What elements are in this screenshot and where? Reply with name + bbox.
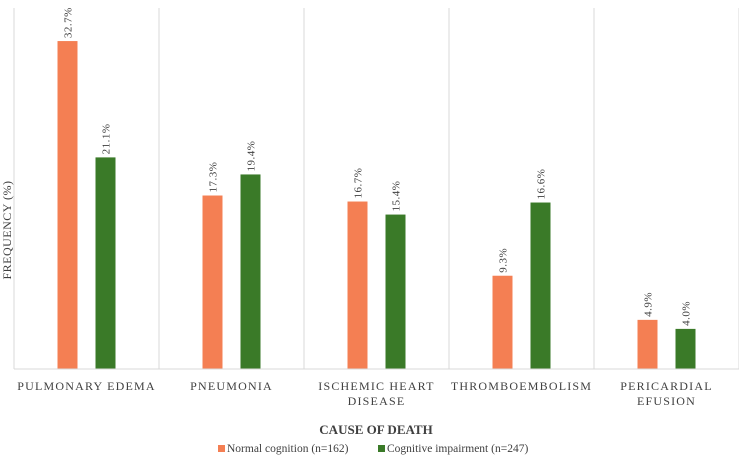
data-label-s0-c0: 32.7% (63, 7, 75, 38)
bars-group (57, 41, 696, 370)
y-axis-title: FREQUENCY (%) (0, 180, 14, 279)
x-tick-label-c2-l0: ISCHEMIC HEART (318, 379, 434, 393)
data-label-s0-c4: 4.9% (643, 292, 655, 317)
data-labels-group: 32.7% 21.1% 17.3% 19.4% 16.7% 15.4% 9.3% 16.6% 4… (63, 7, 693, 326)
category-gridlines (13, 8, 739, 369)
x-tick-labels: PULMONARY EDEMA PNEUMONIA ISCHEMIC HEARTDI… (17, 379, 713, 408)
x-axis-title: CAUSE OF DEATH (319, 422, 432, 437)
data-label-s1-c3: 16.6% (536, 169, 548, 200)
bar-s0-c3 (492, 275, 513, 369)
bar-s0-c0 (57, 41, 78, 370)
data-label-s0-c2: 16.7% (353, 168, 365, 199)
bar-s1-c3 (530, 202, 551, 369)
bar-s1-c1 (240, 174, 261, 369)
legend-label-0: Normal cognition (n=162) (227, 443, 349, 455)
bar-s0-c4 (637, 319, 658, 369)
data-label-s0-c3: 9.3% (498, 248, 510, 273)
data-label-s1-c4: 4.0% (681, 301, 693, 326)
bar-s1-c2 (385, 214, 406, 369)
legend: Normal cognition (n=162) Cognitive impair… (218, 443, 528, 455)
data-label-s1-c1: 19.4% (246, 141, 258, 172)
bar-s0-c1 (202, 195, 223, 369)
bar-s0-c2 (347, 201, 368, 369)
x-tick-label-c1-l0: PNEUMONIA (190, 379, 273, 393)
legend-swatch-1 (378, 445, 385, 452)
data-label-s0-c1: 17.3% (208, 162, 220, 193)
bar-s1-c0 (95, 157, 116, 369)
x-tick-label-c3-l0: THROMBOEMBOLISM (451, 379, 592, 393)
data-label-s1-c2: 15.4% (391, 181, 403, 212)
x-tick-label-c0-l0: PULMONARY EDEMA (17, 379, 156, 393)
legend-swatch-0 (218, 445, 225, 452)
x-tick-label-c4-l1: EFUSION (637, 394, 696, 408)
legend-label-1: Cognitive impairment (n=247) (387, 443, 528, 455)
x-tick-label-c4-l0: PERICARDIAL (620, 379, 713, 393)
bar-s1-c4 (675, 328, 696, 369)
x-tick-label-c2-l1: DISEASE (348, 394, 406, 408)
data-label-s1-c0: 21.1% (101, 123, 113, 154)
